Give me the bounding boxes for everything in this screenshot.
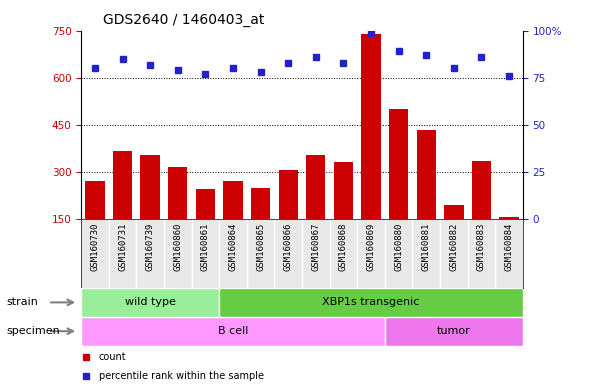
Bar bbox=[224, 181, 243, 219]
Bar bbox=[196, 189, 215, 219]
Text: XBP1s transgenic: XBP1s transgenic bbox=[322, 297, 419, 308]
Text: GSM160731: GSM160731 bbox=[118, 222, 127, 271]
Bar bbox=[251, 188, 270, 219]
Text: GSM160869: GSM160869 bbox=[367, 222, 376, 271]
Text: GSM160730: GSM160730 bbox=[90, 222, 99, 271]
Text: GDS2640 / 1460403_at: GDS2640 / 1460403_at bbox=[103, 13, 264, 27]
Text: GSM160866: GSM160866 bbox=[284, 222, 293, 271]
Text: GSM160861: GSM160861 bbox=[201, 222, 210, 271]
Text: GSM160884: GSM160884 bbox=[505, 222, 514, 271]
Text: specimen: specimen bbox=[6, 326, 59, 336]
Bar bbox=[306, 155, 326, 219]
Text: GSM160739: GSM160739 bbox=[145, 222, 154, 271]
Bar bbox=[361, 34, 380, 219]
Bar bbox=[416, 129, 436, 219]
Text: tumor: tumor bbox=[437, 326, 471, 336]
Text: GSM160882: GSM160882 bbox=[450, 222, 459, 271]
Bar bbox=[385, 317, 523, 346]
Bar bbox=[499, 217, 519, 219]
Bar bbox=[81, 288, 219, 317]
Text: GSM160868: GSM160868 bbox=[339, 222, 348, 271]
Text: GSM160867: GSM160867 bbox=[311, 222, 320, 271]
Text: B cell: B cell bbox=[218, 326, 248, 336]
Bar bbox=[472, 161, 491, 219]
Bar bbox=[444, 205, 463, 219]
Bar bbox=[334, 162, 353, 219]
Bar bbox=[81, 317, 385, 346]
Bar bbox=[113, 151, 132, 219]
Text: GSM160860: GSM160860 bbox=[173, 222, 182, 271]
Text: GSM160865: GSM160865 bbox=[256, 222, 265, 271]
Text: percentile rank within the sample: percentile rank within the sample bbox=[99, 371, 264, 381]
Text: GSM160883: GSM160883 bbox=[477, 222, 486, 271]
Text: GSM160880: GSM160880 bbox=[394, 222, 403, 271]
Text: GSM160881: GSM160881 bbox=[422, 222, 431, 271]
Bar bbox=[278, 170, 298, 219]
Bar bbox=[85, 181, 105, 219]
Text: count: count bbox=[99, 352, 126, 362]
Bar bbox=[219, 288, 523, 317]
Text: wild type: wild type bbox=[125, 297, 175, 308]
Bar bbox=[141, 155, 160, 219]
Text: strain: strain bbox=[6, 297, 38, 308]
Bar bbox=[168, 167, 188, 219]
Bar bbox=[389, 109, 408, 219]
Text: GSM160864: GSM160864 bbox=[228, 222, 237, 271]
